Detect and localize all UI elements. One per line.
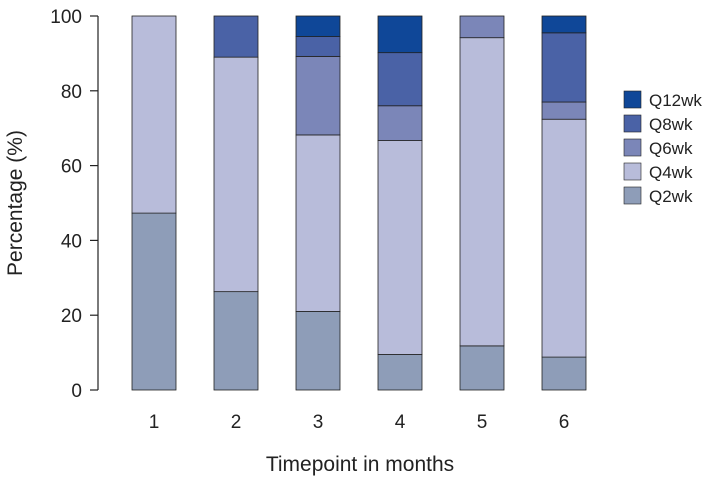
bar-segment-q4wk-month-1 bbox=[131, 15, 177, 214]
bar-segment-q4wk-month-3 bbox=[295, 134, 341, 312]
legend: Q12wk Q8wk Q6wk Q4wk Q2wk bbox=[623, 90, 702, 206]
bar-segment-q12wk-month-4 bbox=[377, 15, 423, 54]
bar-segment-q4wk-month-4 bbox=[377, 140, 423, 355]
legend-swatch-q4wk bbox=[623, 162, 642, 181]
x-axis-title: Timepoint in months bbox=[266, 453, 454, 476]
x-ticks: 1 2 3 4 5 6 bbox=[149, 412, 570, 433]
bar-segment-q12wk-month-6 bbox=[541, 15, 587, 34]
y-axis-title: Percentage (%) bbox=[4, 130, 27, 276]
legend-swatch-q12wk bbox=[623, 90, 642, 109]
bar-segment-q6wk-month-5 bbox=[459, 15, 505, 39]
bar-segment-q8wk-month-3 bbox=[295, 36, 341, 57]
x-tick-label: 4 bbox=[395, 412, 406, 433]
y-tick-label: 0 bbox=[71, 381, 82, 402]
bar-segment-q4wk-month-2 bbox=[213, 56, 259, 293]
x-tick-label: 5 bbox=[477, 412, 488, 433]
y-ticks: 0 20 40 60 80 100 bbox=[50, 7, 98, 402]
bar-segment-q6wk-month-3 bbox=[295, 55, 341, 136]
x-tick-label: 3 bbox=[313, 412, 324, 433]
bar-segment-q6wk-month-6 bbox=[541, 101, 587, 120]
legend-swatch-q8wk bbox=[623, 114, 642, 133]
bar-segment-q2wk-month-4 bbox=[377, 354, 423, 391]
y-tick-label: 60 bbox=[61, 157, 82, 178]
y-tick-label: 100 bbox=[50, 7, 82, 28]
legend-swatch-q6wk bbox=[623, 138, 642, 157]
bar-segment-q2wk-month-2 bbox=[213, 291, 259, 391]
bar-segment-q2wk-month-1 bbox=[131, 212, 177, 391]
bar-segment-q4wk-month-6 bbox=[541, 118, 587, 358]
bar-segment-q2wk-month-6 bbox=[541, 356, 587, 391]
x-tick-label: 6 bbox=[559, 412, 570, 433]
legend-swatch-q2wk bbox=[623, 186, 642, 205]
y-tick-label: 80 bbox=[61, 82, 82, 103]
legend-label-q12wk: Q12wk bbox=[649, 91, 702, 110]
bar-segment-q6wk-month-4 bbox=[377, 105, 423, 141]
x-tick-label: 1 bbox=[149, 412, 160, 433]
legend-label-q8wk: Q8wk bbox=[649, 115, 693, 134]
bar-segment-q4wk-month-5 bbox=[459, 37, 505, 347]
legend-label-q2wk: Q2wk bbox=[649, 187, 693, 206]
bar-segment-q2wk-month-5 bbox=[459, 345, 505, 391]
bar-segment-q12wk-month-3 bbox=[295, 15, 341, 37]
bar-segment-q8wk-month-4 bbox=[377, 52, 423, 107]
bars-layer bbox=[131, 15, 587, 391]
y-tick-label: 40 bbox=[61, 231, 82, 252]
bar-segment-q2wk-month-3 bbox=[295, 311, 341, 391]
legend-label-q6wk: Q6wk bbox=[649, 139, 693, 158]
bar-segment-q8wk-month-2 bbox=[213, 15, 259, 58]
legend-label-q4wk: Q4wk bbox=[649, 163, 693, 182]
bar-segment-q8wk-month-6 bbox=[541, 32, 587, 103]
x-tick-label: 2 bbox=[231, 412, 242, 433]
y-tick-label: 20 bbox=[61, 306, 82, 327]
